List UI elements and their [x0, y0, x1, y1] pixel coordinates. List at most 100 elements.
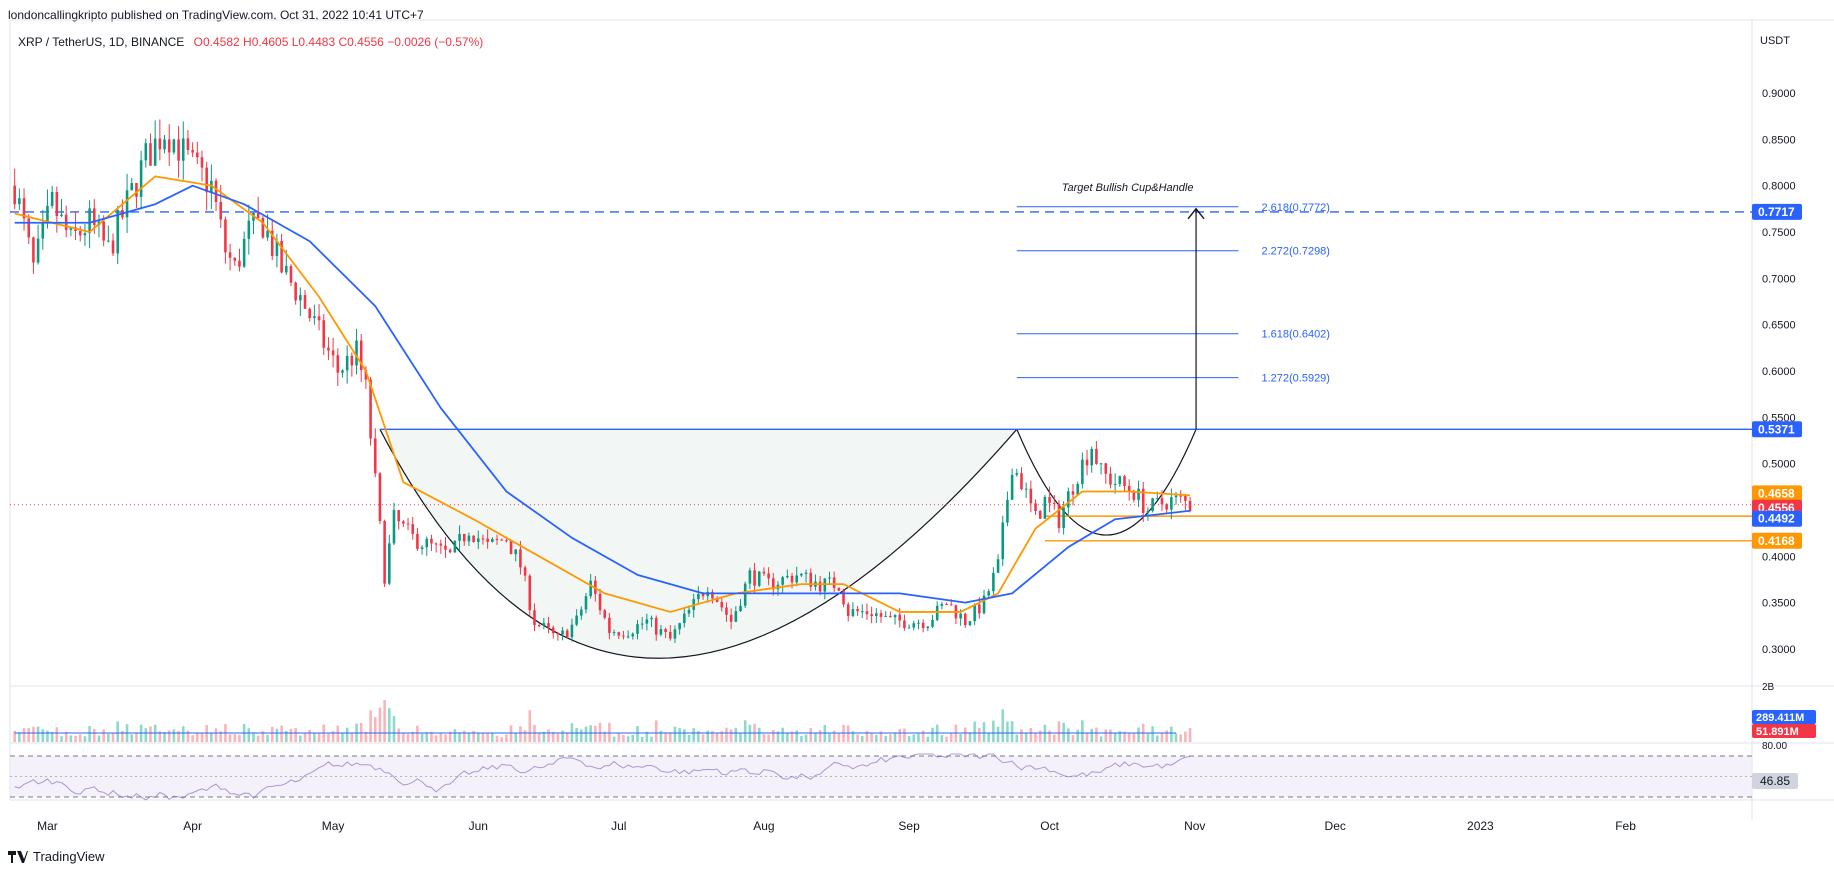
volume-bar — [191, 735, 194, 742]
candle — [355, 340, 358, 366]
candle — [1132, 491, 1136, 500]
volume-bar — [865, 731, 869, 742]
volume-bar — [1109, 729, 1112, 742]
volume-bar — [116, 721, 119, 742]
candle — [78, 230, 82, 236]
volume-bar — [1095, 727, 1098, 742]
volume-bar — [654, 720, 658, 742]
candle — [519, 549, 522, 568]
level-price-1-badge — [1752, 421, 1802, 438]
candle — [772, 578, 775, 590]
volume-bar — [383, 700, 386, 742]
volume-bar — [1048, 730, 1051, 742]
candle — [959, 613, 962, 619]
candle — [631, 633, 635, 637]
volume-bar — [1155, 735, 1159, 742]
volume-bar — [556, 733, 560, 742]
rsi-value-label: 46.85 — [1760, 774, 1790, 788]
candle — [640, 623, 644, 625]
candle — [926, 626, 930, 629]
candle — [350, 355, 354, 366]
candle — [1095, 448, 1098, 464]
candle — [200, 157, 204, 168]
x-tick-label-11: Feb — [1615, 819, 1636, 833]
volume-bar — [196, 733, 199, 742]
volume-bar — [612, 736, 616, 742]
volume-bar — [519, 726, 522, 742]
volume-bar — [1076, 729, 1079, 742]
volume-bar — [294, 728, 297, 742]
volume-bar — [832, 730, 836, 742]
y-tick-label-11: 0.8500 — [1762, 134, 1796, 146]
candle — [1090, 448, 1094, 466]
candle — [762, 571, 766, 574]
candle — [1071, 491, 1075, 495]
volume-bar — [856, 734, 859, 742]
volume-bars-group — [13, 700, 1192, 742]
candle — [27, 218, 31, 238]
volume-bar — [697, 731, 700, 742]
candle — [622, 635, 625, 637]
candle — [884, 615, 887, 617]
candle — [369, 379, 372, 439]
candle — [837, 587, 841, 591]
candle — [575, 615, 578, 625]
candle — [270, 230, 274, 257]
volume-bar — [664, 732, 667, 742]
ema-fast-price-label: 0.4658 — [1758, 486, 1795, 500]
volume-bar — [439, 732, 443, 742]
volume-bar — [313, 733, 316, 742]
tradingview-brand[interactable]: TradingView — [8, 849, 105, 864]
volume-bar — [631, 734, 635, 742]
volume-bar — [336, 725, 340, 742]
candle — [1118, 476, 1122, 485]
candle — [388, 543, 391, 584]
candle — [636, 624, 639, 634]
candle — [153, 138, 157, 166]
volume-bar — [135, 732, 138, 742]
volume-bar — [772, 729, 775, 742]
volume-bar — [903, 728, 906, 742]
volume-bar — [238, 734, 241, 742]
volume-bar — [617, 733, 621, 742]
volume-bar — [1029, 727, 1033, 742]
volume-bar — [743, 720, 747, 742]
price-chart[interactable]: USDT 0.30000.35000.40000.45000.50000.550… — [0, 0, 1834, 845]
volume-bar — [476, 733, 480, 742]
candle — [856, 609, 859, 612]
volume-bar — [308, 729, 311, 742]
volume-bar — [846, 725, 850, 742]
candle — [116, 210, 119, 254]
volume-bar — [968, 732, 972, 742]
volume-bar — [964, 727, 967, 742]
candle — [383, 521, 386, 584]
handle-curve — [1016, 429, 1197, 536]
level-price-0-label: 0.7717 — [1758, 205, 1795, 219]
volume-bar — [893, 732, 897, 742]
ema-slow-price-badge — [1752, 510, 1802, 527]
volume-bar — [907, 736, 911, 742]
candle — [580, 609, 583, 616]
symbol-legend[interactable]: XRP / TetherUS, 1D, BINANCE O0.4582 H0.4… — [18, 35, 483, 49]
candle — [1174, 495, 1178, 498]
target-arrow-head — [1187, 207, 1205, 220]
volume-bar — [491, 732, 494, 742]
candle — [907, 627, 911, 629]
candle — [940, 604, 944, 606]
volume-bar — [725, 727, 728, 742]
volume-bar — [1034, 733, 1037, 742]
candle — [1137, 488, 1140, 500]
candle — [55, 192, 59, 217]
volume-bar — [1024, 733, 1028, 742]
volume-bar — [996, 726, 1000, 742]
volume-bar — [233, 734, 237, 742]
volume-bar — [345, 727, 349, 742]
x-tick-label-7: Oct — [1040, 819, 1059, 833]
candle — [626, 636, 630, 638]
candle — [486, 538, 489, 542]
candle — [205, 167, 208, 193]
candle — [804, 572, 808, 574]
candle — [341, 370, 344, 373]
volume-bar — [921, 730, 925, 742]
candle — [495, 538, 499, 540]
